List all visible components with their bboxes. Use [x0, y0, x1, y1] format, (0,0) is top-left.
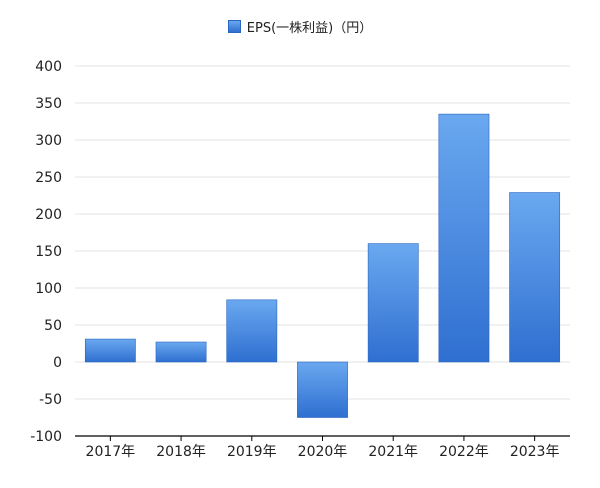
y-tick-label: 400: [35, 59, 62, 75]
x-tick-label: 2018年: [156, 444, 206, 460]
y-tick-label: 50: [44, 318, 62, 334]
bar-2022年: [438, 113, 490, 363]
y-tick-label: -100: [30, 429, 62, 445]
x-tick-label: 2021年: [368, 444, 418, 460]
bar-2021年: [367, 243, 419, 363]
bar-2018年: [155, 341, 207, 363]
bar-2017年: [84, 338, 136, 363]
y-tick-label: -50: [39, 392, 62, 408]
bar-2020年: [297, 361, 348, 418]
y-tick-label: 150: [35, 244, 62, 260]
legend-label: EPS(一株利益)（円）: [246, 21, 373, 36]
y-tick-label: 100: [35, 281, 62, 297]
x-tick-label: 2019年: [227, 444, 277, 460]
y-tick-label: 350: [35, 96, 62, 112]
bar-2019年: [226, 299, 278, 363]
y-tick-label: 250: [35, 170, 62, 186]
bar-2023年: [509, 192, 561, 363]
y-tick-label: 300: [35, 133, 62, 149]
chart-legend: EPS(一株利益)（円）: [0, 17, 600, 36]
x-tick-label: 2022年: [439, 444, 489, 460]
x-tick-label: 2023年: [510, 444, 560, 460]
y-tick-label: 0: [53, 355, 62, 371]
x-tick-label: 2017年: [86, 444, 136, 460]
legend-swatch: [227, 20, 241, 33]
x-tick-label: 2020年: [298, 444, 348, 460]
y-tick-label: 200: [35, 207, 62, 223]
